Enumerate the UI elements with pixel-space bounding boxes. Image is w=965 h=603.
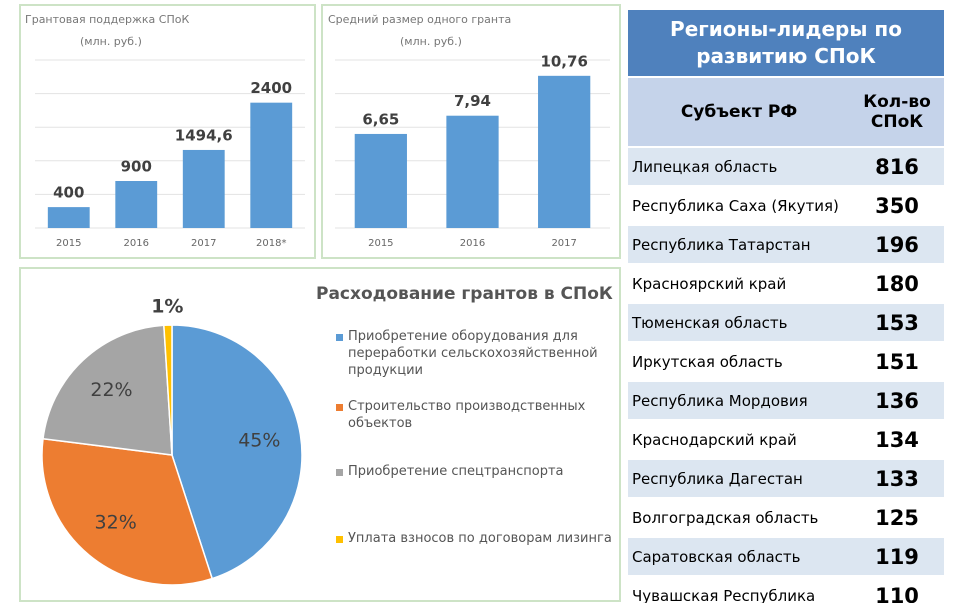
chart-title: Грантовая поддержка СПоК xyxy=(25,13,189,26)
table-cell: Чувашская Республика xyxy=(628,576,850,603)
legend-marker xyxy=(336,536,343,543)
table-cell: 180 xyxy=(850,264,944,304)
x-tick-label: 2015 xyxy=(368,238,393,249)
data-label: 2400 xyxy=(250,79,292,97)
legend-label: Строительство производственных объектов xyxy=(348,399,586,431)
data-label: 10,76 xyxy=(540,52,587,70)
pie-slice xyxy=(42,324,173,456)
data-label: 22% xyxy=(90,379,132,401)
table-cell: 136 xyxy=(850,381,944,421)
table-row: Республика Саха (Якутия) 350 xyxy=(628,186,944,226)
bar xyxy=(538,75,591,228)
data-label: 6,65 xyxy=(362,110,399,128)
table-row: Липецкая область 816 xyxy=(628,147,944,187)
legend-marker xyxy=(336,334,343,341)
table: Регионы-лидеры по развитию СПоК Субъект … xyxy=(628,10,944,603)
x-tick-label: 2016 xyxy=(124,238,149,249)
bar xyxy=(446,115,499,228)
data-label: 1% xyxy=(151,296,183,318)
table-row: Республика Дагестан 133 xyxy=(628,459,944,499)
data-label: 45% xyxy=(238,430,280,452)
pie-slice xyxy=(41,437,214,586)
header-cell: Кол-во СПоК xyxy=(850,77,944,148)
data-label: 900 xyxy=(121,158,152,176)
data-label: 1494,6 xyxy=(175,126,233,144)
table-cell: 133 xyxy=(850,459,944,499)
x-tick-label: 2017 xyxy=(191,238,216,249)
table-cell: Иркутская область xyxy=(628,342,850,382)
table-cell: 151 xyxy=(850,342,944,382)
table-row: Чувашская Республика 110 xyxy=(628,576,944,603)
table-cell: Республика Мордовия xyxy=(628,381,850,421)
bar xyxy=(182,149,225,228)
table-row: Республика Мордовия 136 xyxy=(628,381,944,421)
table-row: Республика Татарстан 196 xyxy=(628,225,944,265)
table-row: Иркутская область 151 xyxy=(628,342,944,382)
legend-marker xyxy=(336,469,343,476)
bar xyxy=(47,207,90,228)
table-cell: Краснодарский край xyxy=(628,420,850,460)
table-cell: Липецкая область xyxy=(628,147,850,187)
table-cell: 119 xyxy=(850,537,944,577)
table-cell: 350 xyxy=(850,186,944,226)
pie-slice xyxy=(171,324,303,580)
table-cell: Республика Татарстан xyxy=(628,225,850,265)
bar xyxy=(354,133,407,228)
table-cell: 125 xyxy=(850,498,944,538)
legend-label: Приобретение оборудования для переработк… xyxy=(348,329,598,378)
table-cell: 153 xyxy=(850,303,944,343)
table-cell: Саратовская область xyxy=(628,537,850,577)
bar xyxy=(250,102,293,228)
table-cell: Республика Дагестан xyxy=(628,459,850,499)
legend-label: Приобретение спецтранспорта xyxy=(348,464,564,479)
x-tick-label: 2018* xyxy=(256,238,286,249)
table-cell: 134 xyxy=(850,420,944,460)
table-cell: Тюменская область xyxy=(628,303,850,343)
table-row: Тюменская область 153 xyxy=(628,303,944,343)
table-row: Волгоградская область 125 xyxy=(628,498,944,538)
table-cell: Республика Саха (Якутия) xyxy=(628,186,850,226)
table-cell: Волгоградская область xyxy=(628,498,850,538)
data-label: 400 xyxy=(53,184,84,202)
table-title: Регионы-лидеры по развитию СПоК xyxy=(628,10,944,78)
header-cell: Субъект РФ xyxy=(628,77,850,148)
x-tick-label: 2016 xyxy=(460,238,485,249)
table-row: Красноярский край 180 xyxy=(628,264,944,304)
chart-title: Средний размер одного гранта xyxy=(328,13,511,26)
table-cell: Красноярский край xyxy=(628,264,850,304)
bar xyxy=(115,181,158,228)
table-cell: 110 xyxy=(850,576,944,603)
data-label: 7,94 xyxy=(454,92,491,110)
chart-title: Расходование грантов в СПоК xyxy=(316,284,613,304)
chart-subtitle: (млн. руб.) xyxy=(400,35,462,48)
legend-label: Уплата взносов по договорам лизинга xyxy=(348,531,612,546)
table-row: Саратовская область 119 xyxy=(628,537,944,577)
chart-subtitle: (млн. руб.) xyxy=(80,35,142,48)
pie-slice xyxy=(163,324,173,456)
table-cell: 816 xyxy=(850,147,944,187)
data-label: 32% xyxy=(95,512,137,534)
table-cell: 196 xyxy=(850,225,944,265)
x-tick-label: 2015 xyxy=(56,238,81,249)
x-tick-label: 2017 xyxy=(551,238,576,249)
legend-marker xyxy=(336,404,343,411)
table-row: Краснодарский край 134 xyxy=(628,420,944,460)
